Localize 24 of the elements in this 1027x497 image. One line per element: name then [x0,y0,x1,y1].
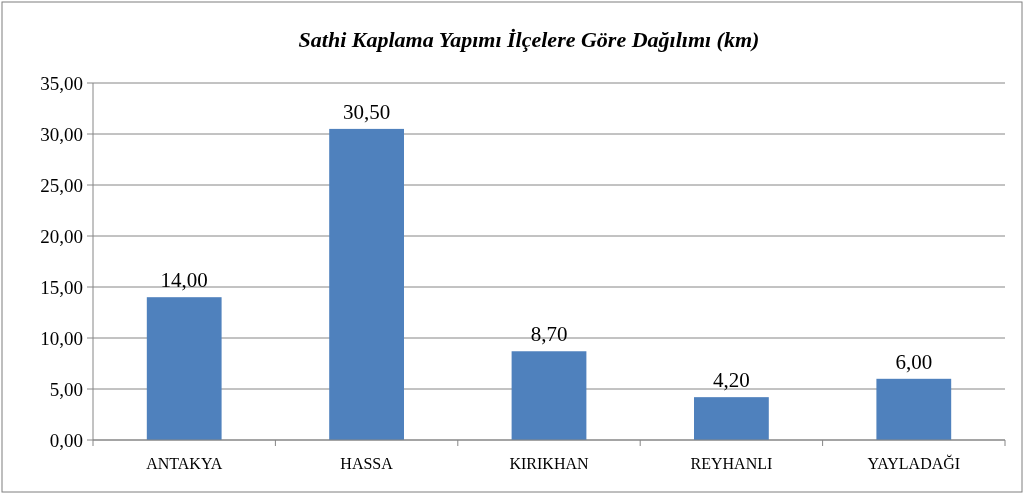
x-tick-label: REYHANLI [690,455,773,472]
bar [329,128,404,440]
y-tick-label: 20,00 [40,225,83,247]
data-label: 14,00 [160,268,208,293]
bar [694,397,769,440]
y-tick-label: 35,00 [40,72,83,94]
data-label: 4,20 [713,368,750,393]
x-tick-label: YAYLADAĞI [867,454,961,472]
data-label: 6,00 [895,349,933,374]
y-tick-label: 5,00 [49,378,83,400]
x-tick-label: KIRIKHAN [509,455,589,472]
y-tick-label: 30,00 [40,123,83,145]
data-label: 30,50 [342,99,391,124]
chart-title: Sathi Kaplama Yapımı İlçelere Göre Dağılımı (km) [298,27,760,52]
bar [146,297,222,440]
y-tick-label: 15,00 [40,276,83,298]
x-tick-label: ANTAKYA [146,455,223,472]
bar [876,378,952,440]
x-tick-label: HASSA [340,455,394,472]
y-tick-label: 10,00 [40,327,83,349]
y-tick-label: 0,00 [49,429,83,451]
y-tick-label: 25,00 [40,174,83,196]
bar [511,351,587,440]
data-label: 8,70 [530,322,568,347]
